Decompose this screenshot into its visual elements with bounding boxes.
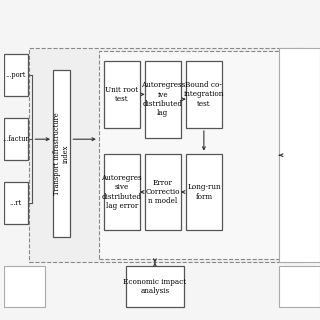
FancyBboxPatch shape [186, 154, 222, 230]
FancyBboxPatch shape [99, 51, 282, 259]
Text: Autoregress
ive
distributed
lag: Autoregress ive distributed lag [141, 81, 185, 117]
FancyBboxPatch shape [104, 61, 140, 128]
FancyBboxPatch shape [4, 118, 28, 160]
FancyBboxPatch shape [186, 61, 222, 128]
FancyBboxPatch shape [104, 154, 140, 230]
Text: Error
Correctio
n model: Error Correctio n model [146, 179, 180, 205]
Text: ...rt: ...rt [10, 199, 22, 207]
Text: ...port: ...port [6, 71, 26, 79]
FancyBboxPatch shape [126, 266, 184, 307]
FancyBboxPatch shape [145, 61, 181, 138]
FancyBboxPatch shape [29, 48, 308, 262]
Text: ...factur: ...factur [3, 135, 29, 143]
FancyBboxPatch shape [145, 154, 181, 230]
Text: Autoregres
sive
distributed
lag error: Autoregres sive distributed lag error [101, 174, 142, 210]
FancyBboxPatch shape [279, 48, 320, 262]
FancyBboxPatch shape [279, 266, 320, 307]
Text: Transport infrastructure
index: Transport infrastructure index [53, 112, 70, 195]
FancyBboxPatch shape [53, 70, 70, 237]
FancyBboxPatch shape [4, 54, 28, 96]
Text: Long-run
form: Long-run form [187, 183, 221, 201]
Text: Bound co-
integration
test: Bound co- integration test [184, 81, 224, 108]
Text: Economic impact
analysis: Economic impact analysis [123, 278, 187, 295]
Text: Unit root
test: Unit root test [105, 86, 138, 103]
FancyBboxPatch shape [4, 266, 45, 307]
FancyBboxPatch shape [4, 182, 28, 224]
